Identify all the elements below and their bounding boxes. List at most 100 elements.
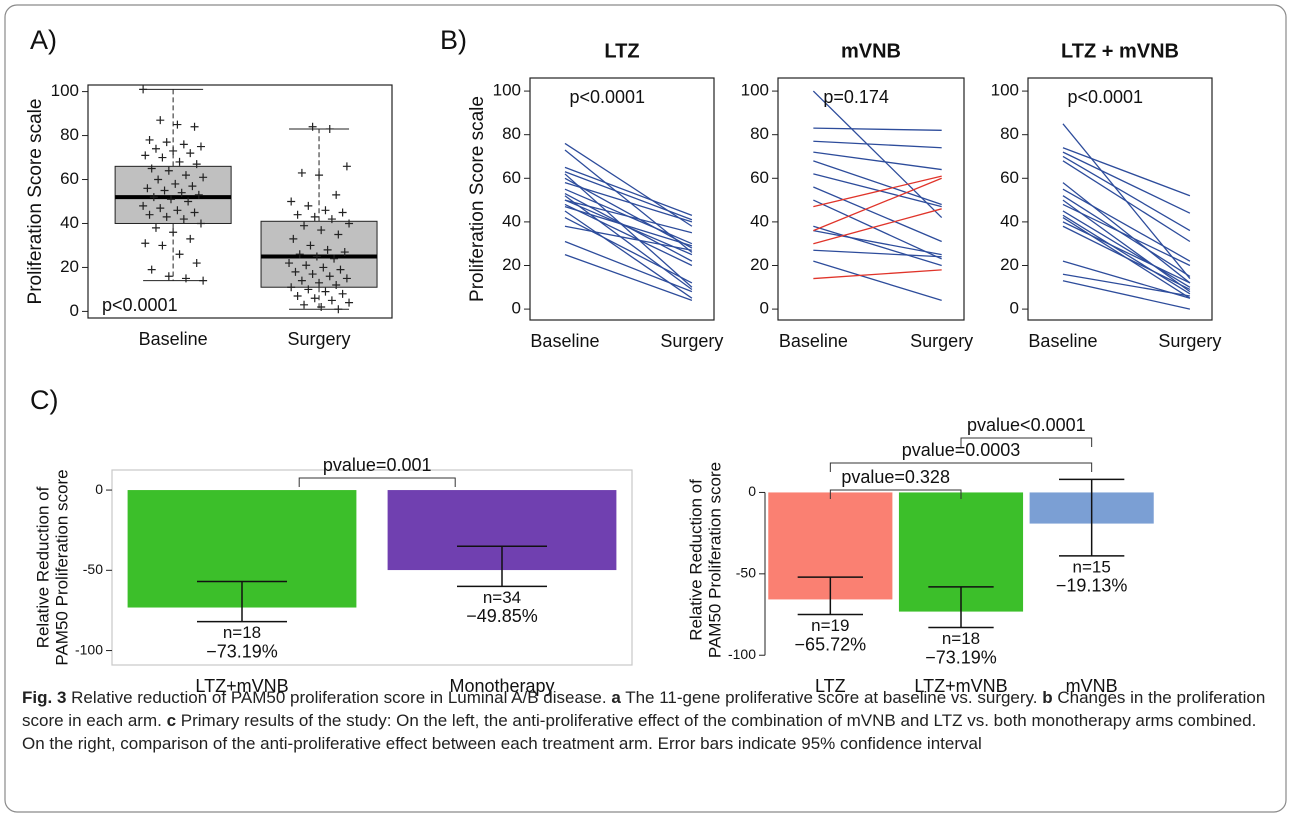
y-tick-label: 0: [70, 301, 79, 320]
data-point: [336, 265, 345, 274]
data-point: [332, 190, 341, 199]
data-point: [166, 195, 175, 204]
data-point: [291, 267, 300, 276]
y-tick-label: 20: [750, 255, 769, 274]
caption-run: Primary results of the study: On the lef…: [22, 711, 1262, 753]
data-point: [342, 274, 351, 283]
series-line: [1062, 214, 1191, 295]
data-point: [338, 289, 347, 298]
data-point: [190, 122, 199, 131]
data-point: [285, 259, 294, 268]
x-tick-label: mVNB: [1066, 676, 1118, 696]
series-line: [813, 225, 942, 267]
y-tick-label: -100: [728, 646, 756, 662]
value-label: −73.19%: [925, 647, 997, 667]
data-point: [199, 276, 208, 285]
x-tick-label: LTZ+mVNB: [195, 676, 288, 696]
series-line: [564, 166, 693, 216]
data-point: [302, 261, 311, 270]
data-point: [164, 272, 173, 281]
caption-run: Relative reduction of PAM50 proliferatio…: [66, 688, 612, 707]
series-line: [813, 151, 942, 171]
data-point: [164, 166, 173, 175]
y-tick-label: -50: [736, 565, 756, 581]
data-point: [149, 193, 158, 202]
significance-bracket: [298, 477, 456, 487]
data-point: [145, 210, 154, 219]
data-point: [179, 140, 188, 149]
data-point: [199, 173, 208, 182]
data-point: [156, 116, 165, 125]
caption-run: Fig. 3: [22, 688, 67, 707]
series-line: [564, 203, 693, 267]
data-point: [297, 168, 306, 177]
series-line: [813, 199, 942, 260]
y-tick-label: 80: [1000, 124, 1019, 143]
x-tick-label: Surgery: [660, 331, 723, 351]
series-line: [813, 175, 942, 208]
x-tick-label: Surgery: [1158, 331, 1221, 351]
data-point: [304, 285, 313, 294]
data-point: [147, 164, 156, 173]
series-line: [1062, 280, 1191, 310]
series-line: [1062, 225, 1191, 291]
data-point: [340, 248, 349, 257]
series-line: [564, 253, 693, 301]
data-point: [323, 245, 332, 254]
data-point: [151, 144, 160, 153]
y-tick-label: 60: [502, 168, 521, 187]
plot-frame: [529, 77, 715, 321]
y-tick-label: 100: [741, 81, 769, 100]
data-point: [308, 270, 317, 279]
data-point: [321, 287, 330, 296]
series-line: [813, 208, 942, 245]
data-point: [179, 215, 188, 224]
data-point: [177, 188, 186, 197]
data-point: [325, 124, 334, 133]
significance-bracket: [960, 437, 1093, 447]
chart-title: mVNB: [841, 40, 901, 62]
p-value-label: pvalue=0.001: [323, 455, 432, 475]
data-point: [310, 212, 319, 221]
y-tick-label: 0: [1010, 299, 1019, 318]
series-line: [813, 160, 942, 206]
series-line: [564, 225, 693, 251]
data-point: [325, 272, 334, 281]
annotation: p<0.0001: [569, 87, 645, 107]
data-point: [171, 179, 180, 188]
series-line: [1062, 273, 1191, 297]
y-tick-label: -50: [83, 561, 103, 577]
series-line: [813, 177, 942, 232]
p-value-label: pvalue=0.0003: [902, 440, 1021, 460]
x-tick-label: Baseline: [1028, 331, 1097, 351]
caption-run: b: [1042, 688, 1053, 707]
y-axis-label: Relative Reduction of: [33, 486, 52, 648]
data-point: [188, 182, 197, 191]
data-point: [162, 212, 171, 221]
caption-run: c: [166, 711, 177, 730]
data-point: [287, 283, 296, 292]
x-tick-label: Baseline: [530, 331, 599, 351]
series-line: [564, 206, 693, 247]
y-tick-label: 80: [502, 124, 521, 143]
series-line: [564, 216, 693, 284]
data-point: [312, 252, 321, 261]
data-point: [293, 292, 302, 301]
y-tick-label: 60: [60, 169, 79, 188]
data-point: [310, 294, 319, 303]
data-point: [169, 228, 178, 237]
series-line: [813, 269, 942, 280]
series-line: [564, 142, 693, 227]
y-tick-label: 40: [60, 213, 79, 232]
data-point: [319, 263, 328, 272]
data-point: [173, 120, 182, 129]
series-line: [1062, 160, 1191, 243]
data-point: [156, 204, 165, 213]
caption-run: a: [611, 688, 621, 707]
figure-border: [4, 4, 1287, 813]
n-label: n=18: [942, 629, 980, 648]
data-point: [306, 241, 315, 250]
data-point: [169, 146, 178, 155]
y-tick-label: 0: [748, 483, 756, 499]
